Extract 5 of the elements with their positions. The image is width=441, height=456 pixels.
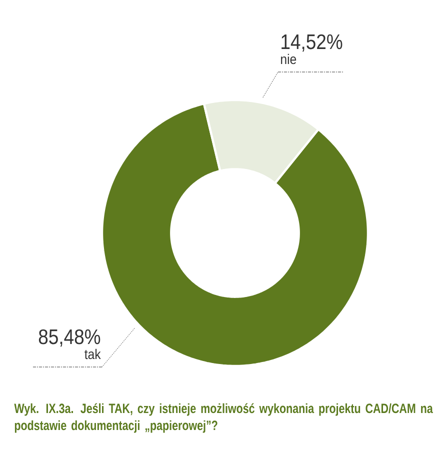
data-label: 14,52% [282, 34, 342, 52]
data-label: 85,48% [38, 329, 100, 347]
text: Wyk. IX.3a. Jeśli TAK, czy istnieje możliwość wykonania projektu CAD/CAM na podstawie dokumentacji „papierowej”? [14, 403, 433, 433]
slice-label: nie [281, 54, 296, 64]
slice-label: tak [84, 348, 101, 360]
